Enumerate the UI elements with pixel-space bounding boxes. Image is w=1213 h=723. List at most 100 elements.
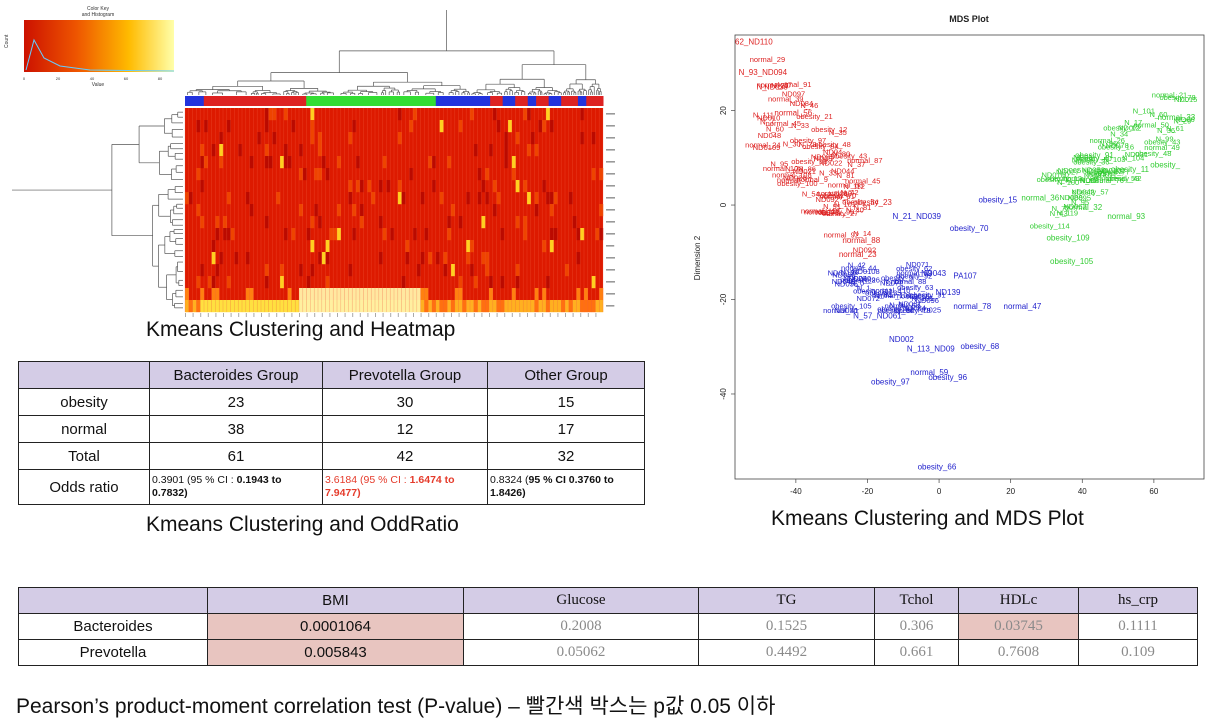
heatmap-cell	[549, 120, 554, 133]
mds-cloud-label: ND0112	[828, 268, 855, 277]
mds-point-label: obesity_91	[1075, 151, 1114, 160]
heatmap-cell	[511, 168, 516, 181]
heatmap-cell	[473, 144, 478, 157]
heatmap-cell	[432, 180, 436, 193]
odds-value: 3.6184 (95 % CI :	[325, 474, 410, 486]
mds-cloud-label: N_17	[1080, 176, 1098, 185]
heatmap-cell	[523, 180, 528, 193]
mds-point-label: normal_47	[1004, 302, 1042, 311]
heatmap-cell	[272, 108, 277, 121]
mds-cloud-label: ND072	[856, 294, 879, 303]
heatmap-cell	[500, 228, 505, 241]
heatmap-cell	[515, 276, 520, 289]
heatmap-cell	[542, 288, 547, 301]
heatmap-cell	[219, 132, 224, 145]
heatmap-cell	[572, 216, 577, 229]
corr-header-hdlc: HDLc	[958, 587, 1079, 614]
heatmap-cell	[196, 276, 201, 289]
heatmap-cell	[280, 264, 284, 277]
heatmap-cell	[371, 300, 376, 313]
heatmap-cell	[466, 240, 471, 253]
mds-cloud-label: N_30	[783, 139, 801, 148]
heatmap-cell	[473, 276, 478, 289]
heatmap-cell	[401, 192, 406, 205]
heatmap-cell	[378, 300, 383, 313]
row-label: Bacteroides	[18, 613, 208, 640]
column-label-mark	[557, 313, 559, 317]
heatmap-cell	[291, 228, 296, 241]
mds-cloud-label: ND072	[1118, 123, 1141, 132]
heatmap-cell	[409, 288, 414, 301]
column-label-mark	[473, 313, 475, 317]
heatmap-cell	[565, 264, 569, 277]
heatmap-cell	[496, 120, 501, 133]
column-label-mark	[565, 313, 566, 317]
mds-cloud-label: ND055	[907, 292, 930, 301]
column-label-mark	[587, 313, 589, 317]
mds-cloud-label: N_112	[843, 182, 865, 191]
table-cell: 15	[487, 388, 645, 416]
heatmap-cell	[454, 300, 459, 313]
heatmap-cell	[538, 120, 543, 133]
heatmap-cell	[515, 300, 520, 313]
heatmap-cell	[185, 288, 189, 301]
heatmap-cell	[318, 168, 322, 181]
mds-cloud-label: obesity_105	[831, 301, 871, 310]
y-tick-label: 0	[719, 202, 728, 207]
heatmap-cell	[310, 132, 315, 145]
mds-point-label: N_	[756, 82, 767, 91]
heatmap-cell	[333, 300, 338, 313]
heatmap-cell	[511, 300, 516, 313]
mds-point-label: obesity_105	[1050, 257, 1094, 266]
heatmap-cell	[356, 156, 360, 169]
mds-cloud-label: N_9	[889, 300, 903, 309]
heatmap-cell	[333, 228, 338, 241]
table-cell: 42	[322, 442, 488, 470]
heatmap-cell	[420, 300, 425, 313]
heatmap-cell	[291, 300, 296, 313]
heatmap-cell	[424, 300, 429, 313]
heatmap-cell	[378, 252, 383, 265]
heatmap-cell	[538, 300, 543, 313]
heatmap-cell	[549, 228, 554, 241]
heatmap-cell	[416, 288, 421, 301]
heatmap-cell	[211, 276, 216, 289]
mds-point-label: obesity_23	[853, 198, 892, 207]
mds-cloud-label: obesity_63	[897, 283, 933, 292]
heatmap-column-labels	[185, 313, 597, 317]
heatmap-cell	[314, 288, 319, 301]
mds-cloud-label: ND084	[790, 99, 813, 108]
heatmap-cell	[542, 300, 547, 313]
heatmap-cell	[496, 300, 501, 313]
heatmap-cell	[534, 204, 539, 217]
column-label-mark	[192, 313, 194, 317]
mds-point-label: ND043	[921, 269, 946, 278]
heatmap-cell	[443, 264, 448, 277]
mds-cloud-label: ND085	[811, 153, 834, 162]
heatmap-cell	[310, 288, 315, 301]
column-label-mark	[435, 313, 437, 317]
heatmap-cell	[580, 108, 585, 121]
table-cell: 0.661	[874, 639, 959, 666]
mds-cloud-label: N_34	[1110, 130, 1128, 139]
color-key-tick: 20	[56, 76, 61, 81]
heatmap-cell	[515, 264, 520, 277]
heatmap-cell	[211, 288, 216, 301]
heatmap-cell	[458, 276, 463, 289]
table-row: Prevotella 0.005843 0.05062 0.4492 0.661…	[18, 639, 1198, 666]
mds-cloud-label: ND04	[828, 189, 847, 198]
mds-cloud-label: ND071	[906, 260, 929, 269]
mds-point-label: normal_78	[953, 302, 991, 311]
heatmap-cell	[219, 300, 224, 313]
heatmap-cell	[527, 300, 531, 313]
mds-cloud-label: normal_69	[896, 268, 931, 277]
heatmap-cell	[397, 108, 402, 121]
heatmap-cell	[458, 120, 463, 133]
odds-ratio-row: Odds ratio 0.3901 (95 % CI : 0.1943 to 0…	[18, 469, 645, 505]
column-label-mark	[291, 313, 293, 317]
heatmap-cell	[534, 144, 539, 157]
heatmap-cell	[466, 300, 471, 313]
heatmap-cell	[337, 300, 341, 313]
color-key-xlabel: Value	[92, 82, 105, 88]
heatmap-cell	[481, 300, 486, 313]
